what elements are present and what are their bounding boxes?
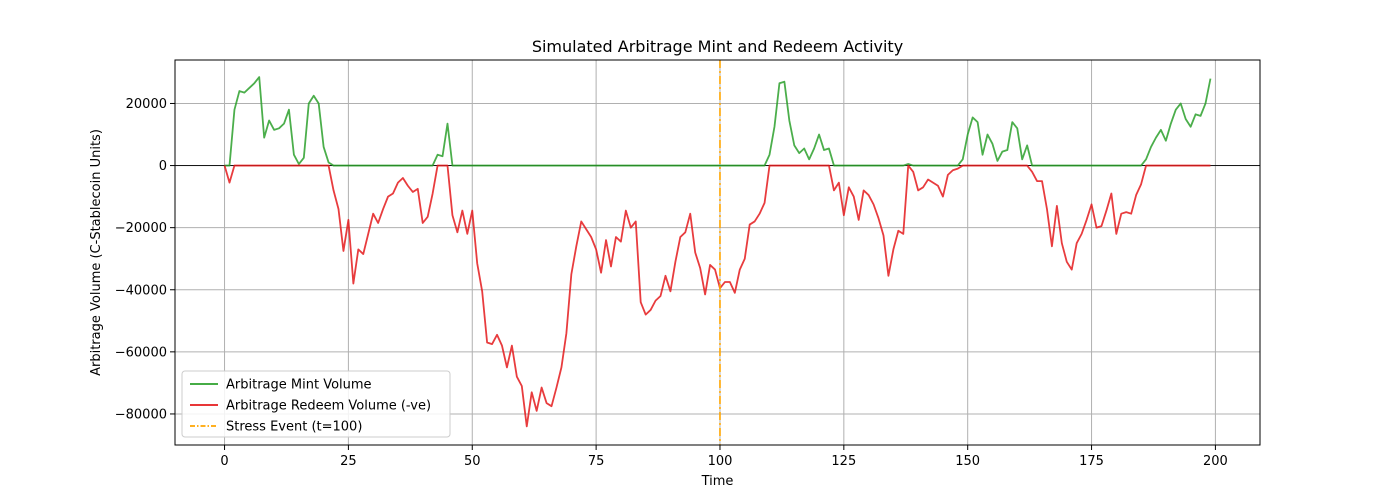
x-tick-label: 125 (831, 454, 856, 469)
x-tick-label: 0 (220, 454, 228, 469)
mint-volume-line (224, 76, 1212, 167)
series-layer (223, 76, 1212, 428)
x-tick-label: 25 (340, 454, 357, 469)
x-axis-label: Time (701, 474, 734, 489)
y-tick-label: −40000 (115, 283, 167, 298)
legend-box (181, 370, 451, 438)
legend-label: Arbitrage Mint Volume (226, 378, 372, 393)
x-tick-label: 175 (1079, 454, 1104, 469)
y-tick-label: −20000 (115, 221, 167, 236)
redeem-volume-line (223, 164, 1211, 428)
chart-title: Simulated Arbitrage Mint and Redeem Acti… (532, 37, 903, 56)
plot-frame (174, 59, 1261, 446)
y-axis-ticks: −80000 −60000 −40000 −20000 0 20000 (115, 97, 175, 422)
legend-label: Stress Event (t=100) (226, 420, 362, 435)
x-axis-ticks: 0 25 50 75 100 125 150 175 200 (220, 445, 1228, 469)
x-tick-label: 200 (1203, 454, 1228, 469)
y-tick-label: 20000 (126, 97, 167, 112)
x-tick-label: 100 (708, 454, 733, 469)
legend-label: Arbitrage Redeem Volume (-ve) (226, 399, 431, 414)
x-tick-label: 75 (588, 454, 605, 469)
x-tick-label: 150 (955, 454, 980, 469)
x-tick-label: 50 (464, 454, 481, 469)
y-tick-label: −80000 (115, 407, 167, 422)
y-tick-label: 0 (159, 159, 167, 174)
legend: Arbitrage Mint Volume Arbitrage Redeem Vo… (181, 370, 451, 438)
y-axis-label: Arbitrage Volume (C-Stablecoin Units) (89, 129, 104, 376)
y-tick-label: −60000 (115, 345, 167, 360)
